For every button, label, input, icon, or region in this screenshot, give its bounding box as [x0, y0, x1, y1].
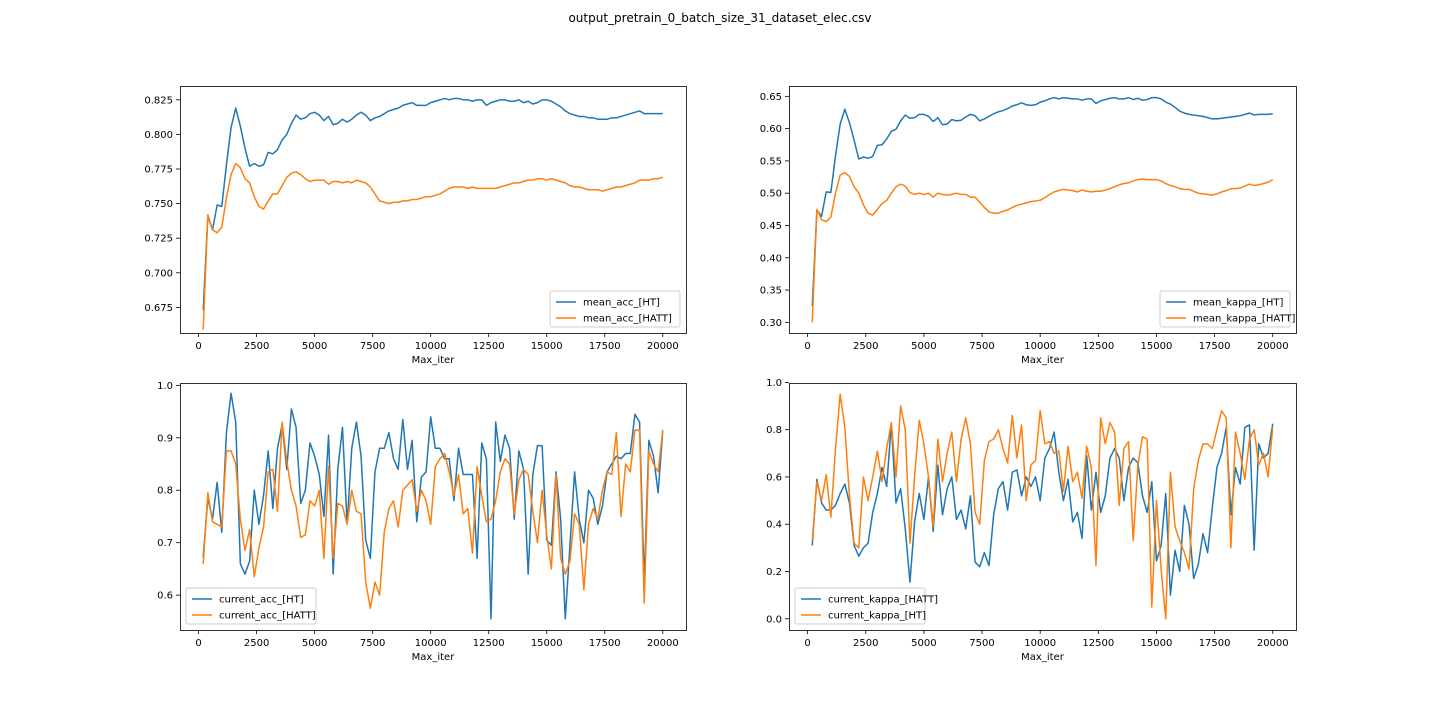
x-tick-label: 17500: [1199, 341, 1231, 352]
x-tick-label: 0: [195, 638, 201, 649]
x-tick-label: 0: [195, 341, 201, 352]
x-tick-label: 15000: [1141, 341, 1173, 352]
x-tick-label: 10000: [1024, 341, 1056, 352]
legend-label: mean_kappa_[HATT]: [1193, 314, 1295, 325]
x-tick-label: 20000: [647, 341, 679, 352]
x-tick-label: 5000: [302, 638, 327, 649]
y-tick-label: 0.675: [144, 303, 173, 314]
legend: mean_kappa_[HT] mean_kappa_[HATT]: [1159, 290, 1295, 328]
x-tick-label: 2500: [853, 638, 878, 649]
x-tick-label: 5000: [302, 341, 327, 352]
x-tick-label: 2500: [244, 341, 269, 352]
series-line-3-1: [202, 392, 664, 620]
legend-label: mean_kappa_[HT]: [1193, 298, 1283, 309]
x-tick-label: 20000: [647, 638, 679, 649]
x-tick-label: 20000: [1257, 341, 1289, 352]
x-tick-label: 2500: [853, 341, 878, 352]
y-tick-label: 0.55: [760, 156, 782, 167]
y-tick-label: 0.9: [157, 433, 173, 444]
y-tick-label: 0.700: [144, 268, 173, 279]
x-tick-label: 0: [804, 341, 810, 352]
x-tick-label: 7500: [969, 341, 994, 352]
x-axis-label: Max_iter: [412, 355, 456, 366]
y-tick-label: 0.750: [144, 199, 173, 210]
x-tick-label: 12500: [1082, 638, 1114, 649]
x-tick-label: 17500: [589, 341, 621, 352]
x-tick-label: 7500: [360, 638, 385, 649]
x-tick-label: 2500: [244, 638, 269, 649]
y-tick-label: 0.800: [144, 130, 173, 141]
y-tick-label: 0.2: [766, 567, 782, 578]
x-tick-label: 12500: [1082, 341, 1114, 352]
legend: current_kappa_[HATT] current_kappa_[HT]: [794, 587, 938, 625]
axes-frame: [789, 86, 1297, 334]
y-tick-label: 1.0: [766, 378, 782, 389]
y-tick-label: 0.65: [760, 92, 782, 103]
series-line-4-1: [811, 423, 1274, 596]
y-tick-label: 0.8: [157, 486, 173, 497]
y-tick-label: 0.40: [760, 253, 782, 264]
y-tick-label: 0.4: [766, 520, 782, 531]
legend-label: current_kappa_[HATT]: [828, 595, 938, 606]
y-tick-label: 0.35: [760, 286, 782, 297]
legend-label: current_kappa_[HT]: [828, 611, 926, 622]
x-tick-label: 15000: [531, 341, 563, 352]
x-tick-label: 17500: [589, 638, 621, 649]
legend-label: mean_acc_[HATT]: [583, 314, 672, 325]
x-tick-label: 10000: [415, 638, 447, 649]
legend: mean_acc_[HT] mean_acc_[HATT]: [549, 290, 681, 328]
axes-frame: [180, 383, 687, 631]
y-tick-label: 0.775: [144, 165, 173, 176]
subplot-2: 0 2500 5000 7500 10000 12500 15000 17500 20000 0.…: [760, 86, 1297, 366]
subplot-3: 0 2500 5000 7500 10000 12500 15000 17500 20000 0.…: [157, 381, 687, 663]
y-tick-label: 0.825: [144, 95, 173, 106]
x-tick-label: 12500: [473, 638, 505, 649]
y-tick-label: 1.0: [157, 381, 173, 392]
subplot-1: 0 2500 5000 7500 10000 12500 15000 17500 20000 0.…: [144, 86, 687, 366]
x-tick-label: 7500: [360, 341, 385, 352]
subplot-4: 0 2500 5000 7500 10000 12500 15000 17500 20000 0.…: [766, 378, 1297, 663]
x-tick-label: 12500: [473, 341, 505, 352]
legend-label: mean_acc_[HT]: [583, 298, 660, 309]
figure-title: output_pretrain_0_batch_size_31_dataset_…: [568, 11, 872, 25]
y-tick-label: 0.6: [766, 472, 782, 483]
x-tick-label: 10000: [415, 341, 447, 352]
y-tick-label: 0.8: [766, 425, 782, 436]
x-axis-label: Max_iter: [412, 652, 456, 663]
x-axis-label: Max_iter: [1021, 652, 1065, 663]
series-line-2-2: [811, 171, 1274, 323]
x-tick-label: 0: [804, 638, 810, 649]
legend-label: current_acc_[HT]: [219, 595, 304, 606]
axes-frame: [180, 86, 687, 334]
x-tick-label: 5000: [911, 341, 936, 352]
y-tick-label: 0.0: [766, 614, 782, 625]
y-tick-label: 0.6: [157, 591, 173, 602]
x-tick-label: 7500: [969, 638, 994, 649]
y-tick-label: 0.60: [760, 124, 782, 135]
x-tick-label: 15000: [531, 638, 563, 649]
y-tick-label: 0.725: [144, 234, 173, 245]
y-tick-label: 0.7: [157, 538, 173, 549]
x-tick-label: 17500: [1199, 638, 1231, 649]
x-tick-label: 10000: [1024, 638, 1056, 649]
x-tick-label: 15000: [1141, 638, 1173, 649]
legend: current_acc_[HT] current_acc_[HATT]: [185, 587, 317, 625]
y-tick-label: 0.45: [760, 221, 782, 232]
series-line-2-1: [811, 96, 1273, 307]
y-tick-label: 0.30: [760, 318, 782, 329]
y-tick-label: 0.50: [760, 189, 782, 200]
series-line-1-2: [202, 162, 664, 330]
axes-frame: [789, 383, 1297, 631]
x-tick-label: 5000: [911, 638, 936, 649]
x-tick-label: 20000: [1257, 638, 1289, 649]
legend-label: current_acc_[HATT]: [219, 611, 316, 622]
series-line-3-2: [202, 421, 664, 609]
series-line-4-2: [811, 393, 1274, 620]
x-axis-label: Max_iter: [1021, 355, 1065, 366]
series-line-1-1: [202, 97, 663, 311]
